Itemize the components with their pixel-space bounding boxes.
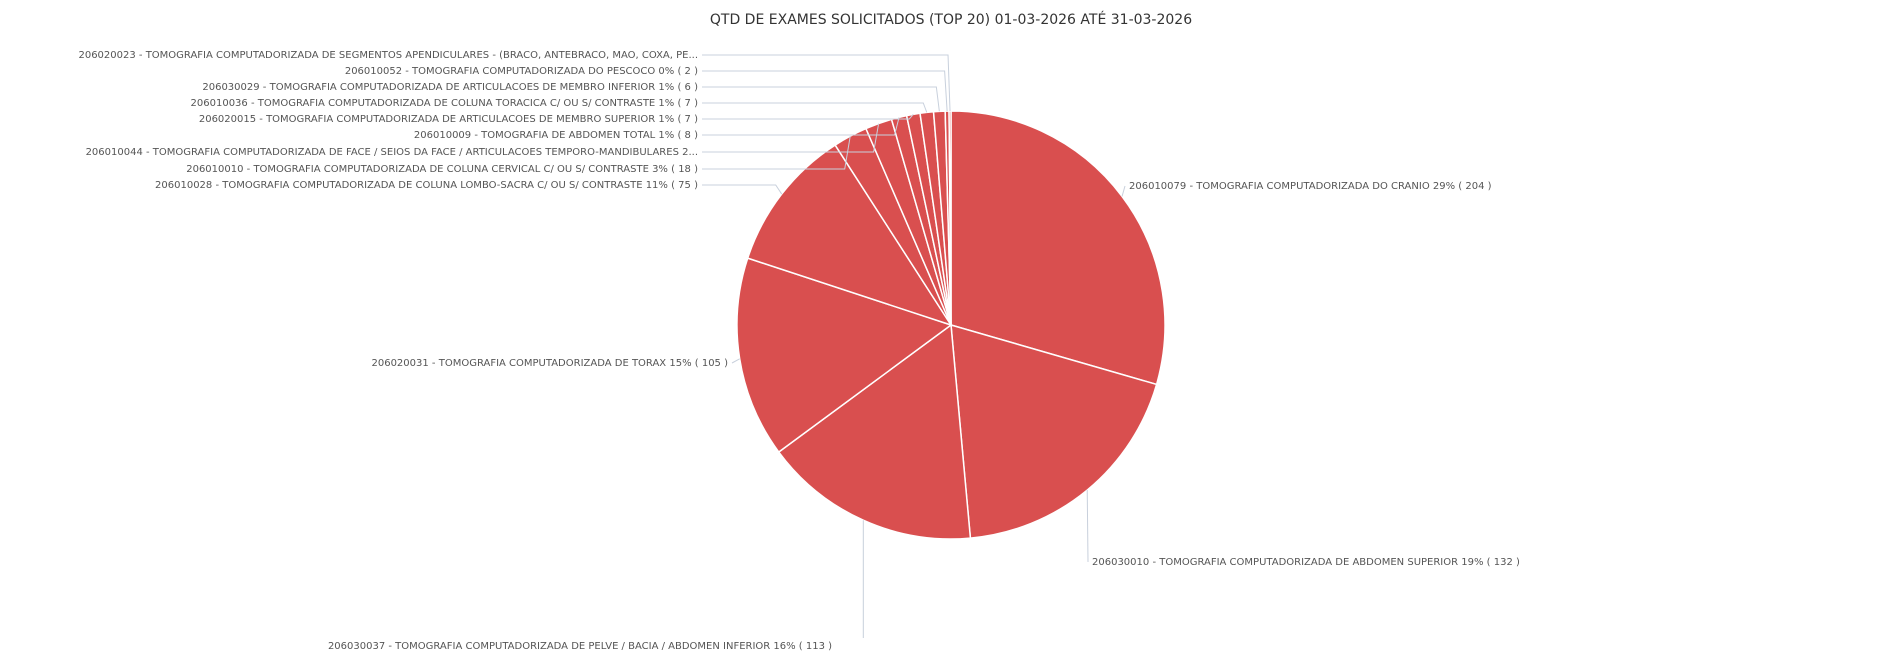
slice-label: 206020023 - TOMOGRAFIA COMPUTADORIZADA D… — [78, 50, 698, 61]
leader-line — [702, 54, 951, 112]
leader-line — [702, 102, 928, 113]
leader-line — [702, 136, 851, 170]
pie-slice — [948, 110, 952, 326]
slice-label: 206010036 - TOMOGRAFIA COMPUTADORIZADA D… — [191, 98, 699, 109]
leader-line — [731, 358, 740, 364]
slice-label: 206010009 - TOMOGRAFIA DE ABDOMEN TOTAL … — [414, 130, 698, 141]
slice-label: 206010010 - TOMOGRAFIA COMPUTADORIZADA D… — [186, 164, 698, 175]
slice-label: 206020031 - TOMOGRAFIA COMPUTADORIZADA D… — [371, 358, 728, 369]
chart-title: QTD DE EXAMES SOLICITADOS (TOP 20) 01-03… — [710, 11, 1192, 28]
slice-label: 206030037 - TOMOGRAFIA COMPUTADORIZADA D… — [328, 641, 832, 652]
slice-label: 206010028 - TOMOGRAFIA COMPUTADORIZADA D… — [155, 180, 698, 191]
leader-line — [1121, 185, 1126, 197]
pie-slice — [950, 110, 1166, 386]
leader-line — [1086, 490, 1089, 563]
slice-label: 206010052 - TOMOGRAFIA COMPUTADORIZADA D… — [345, 66, 698, 77]
slice-label: 206030029 - TOMOGRAFIA COMPUTADORIZADA D… — [202, 82, 698, 93]
slice-label: 206010044 - TOMOGRAFIA COMPUTADORIZADA D… — [86, 147, 698, 158]
leader-line — [702, 86, 940, 112]
leader-line — [702, 114, 914, 120]
leader-line — [702, 70, 948, 112]
leader-line — [702, 184, 783, 195]
pie-slice — [736, 257, 953, 454]
leader-line — [702, 117, 900, 136]
pie-slice — [777, 323, 972, 540]
slice-label: 206030010 - TOMOGRAFIA COMPUTADORIZADA D… — [1092, 557, 1520, 568]
leader-line — [702, 123, 880, 153]
slice-label: 206020015 - TOMOGRAFIA COMPUTADORIZADA D… — [199, 114, 698, 125]
slice-label: 206010079 - TOMOGRAFIA COMPUTADORIZADA D… — [1129, 181, 1492, 192]
